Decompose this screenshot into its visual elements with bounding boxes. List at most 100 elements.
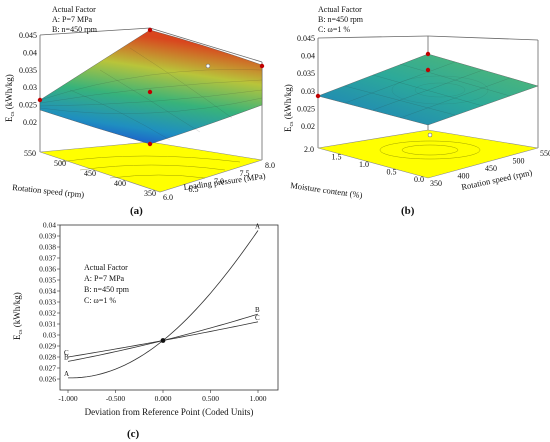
svg-text:A: P=7 MPa: A: P=7 MPa: [52, 15, 93, 24]
svg-text:A: P=7 MPa: A: P=7 MPa: [84, 274, 125, 283]
panel-c-x-ticks: -1.000 -0.500 0.000 0.500 1.000: [58, 390, 267, 403]
panel-c-y-tick-label: 0.032: [39, 309, 56, 318]
panel-a-z-tick-label: 0.02: [23, 118, 37, 127]
svg-text:B: n=450 rpm: B: n=450 rpm: [84, 285, 130, 294]
panel-c-y-tick-label: 0.028: [39, 353, 56, 362]
panel-a-open-point: [205, 63, 211, 69]
panel-c-series-C-start-label: C: [64, 349, 69, 357]
panel-b-z-tick-label: 0.04: [301, 52, 315, 61]
panel-c-reference-point: [160, 338, 166, 343]
panel-b-z-tick-label: 0.025: [297, 104, 315, 113]
panel-b-rotation-tick-label: 350: [430, 179, 442, 188]
panel-a-z-tick-label: 0.035: [19, 66, 37, 75]
panel-b-rotation-tick-label: 550: [540, 149, 550, 158]
panel-b-z-tick-label: 0.035: [297, 69, 315, 78]
panel-b-surface: [317, 53, 539, 126]
panel-c-y-ticks: 0.026 0.027 0.028 0.029 0.03 0.031 0.032 0.033 0…: [39, 221, 60, 384]
panel-b-moisture-tick-label: 1.5: [332, 153, 342, 162]
panel-c-x-tick-label: -0.500: [106, 394, 126, 403]
panel-a: 0.045 0.04 0.035 0.03 0.025 0.02 550 500 450 400…: [4, 5, 275, 217]
panel-c-y-tick-label: 0.038: [39, 243, 56, 252]
panel-b-open-point: [427, 132, 433, 138]
panel-b-rotation-tick-label: 450: [485, 164, 497, 173]
panel-a-z-axis-title: Ecs (kWh/kg): [4, 74, 16, 122]
panel-b-rotation-tick-label: 500: [513, 157, 525, 166]
panel-b-actual-factor: Actual Factor B: n=450 rpm C: ω=1 %: [318, 5, 364, 34]
panel-c-series-B-end-label: B: [255, 306, 260, 314]
svg-text:C: ω=1 %: C: ω=1 %: [84, 296, 116, 305]
svg-text:B: n=450 rpm: B: n=450 rpm: [318, 15, 364, 24]
panel-b-rotation-ticks: 350 400 450 500 550: [430, 149, 550, 188]
panel-b-floor-contours: [379, 140, 481, 160]
panel-b: 0.045 0.04 0.035 0.03 0.025 0.02 2.0 1.5 1.0 0.5…: [283, 5, 550, 217]
svg-text:Actual Factor: Actual Factor: [318, 5, 362, 14]
panel-a-pressure-tick-label: 6.0: [163, 193, 173, 202]
panel-a-floor-contours: [59, 155, 241, 179]
svg-text:B: n=450 rpm: B: n=450 rpm: [52, 25, 98, 34]
svg-text:Actual Factor: Actual Factor: [52, 5, 96, 14]
panel-b-label: (b): [401, 205, 415, 217]
panel-c-series-B-line: [67, 313, 259, 362]
panel-a-rotation-tick-label: 500: [54, 159, 66, 168]
panel-c-x-tick-label: -1.000: [58, 394, 78, 403]
panel-b-moisture-tick-label: 0.0: [414, 175, 424, 184]
panel-c-label: (c): [127, 428, 140, 440]
panel-c-y-tick-label: 0.04: [43, 221, 56, 230]
panel-a-z-tick-label: 0.025: [19, 101, 37, 110]
panel-b-moisture-tick-label: 2.0: [304, 145, 314, 154]
panel-c-y-tick-label: 0.026: [39, 375, 56, 384]
panel-a-rotation-tick-label: 450: [84, 169, 96, 178]
panel-a-pressure-tick-label: 7.0: [214, 177, 224, 186]
panel-b-z-axis-title: Ecs (kWh/kg): [283, 84, 295, 132]
panel-c-y-tick-label: 0.027: [39, 364, 56, 373]
panel-c-y-tick-label: 0.036: [39, 265, 56, 274]
panel-a-rotation-tick-label: 400: [114, 179, 126, 188]
panel-c-actual-factor: Actual Factor A: P=7 MPa B: n=450 rpm C:…: [84, 263, 130, 305]
panel-b-z-tick-label: 0.03: [301, 87, 315, 96]
panel-c-x-tick-label: 0.000: [155, 394, 172, 403]
panel-a-pressure-tick-label: 7.5: [240, 169, 250, 178]
panel-c-y-tick-label: 0.034: [39, 287, 56, 296]
panel-c-y-tick-label: 0.037: [39, 254, 56, 263]
panel-b-moisture-tick-label: 0.5: [387, 168, 397, 177]
svg-text:C: ω=1 %: C: ω=1 %: [318, 25, 350, 34]
panel-b-rotation-tick-label: 400: [458, 172, 470, 181]
panel-a-actual-factor: Actual Factor A: P=7 MPa B: n=450 rpm: [52, 5, 98, 34]
panel-b-floor: [317, 129, 539, 179]
panel-b-moisture-tick-label: 1.0: [359, 160, 369, 169]
panel-c-y-tick-label: 0.031: [39, 320, 56, 329]
panel-a-rotation-tick-label: 350: [144, 189, 156, 198]
panel-a-pressure-tick-label: 8.0: [265, 161, 275, 170]
panel-c-series-A-start-label: A: [64, 370, 69, 378]
panel-c-y-tick-label: 0.033: [39, 298, 56, 307]
panel-a-z-ticks: 0.045 0.04 0.035 0.03 0.025 0.02: [19, 31, 37, 127]
panel-a-rotation-axis-title: Rotation speed (rpm): [12, 182, 85, 200]
panel-c-series-C-end-label: C: [255, 314, 260, 322]
panel-c-y-tick-label: 0.035: [39, 276, 56, 285]
panel-c-series-A-end-label: A: [255, 223, 260, 231]
panel-b-z-tick-label: 0.02: [301, 122, 315, 131]
panel-c: 0.026 0.027 0.028 0.029 0.03 0.031 0.032 0.033 0…: [12, 221, 279, 440]
panel-a-mesh: [39, 47, 263, 141]
panel-a-floor: [39, 141, 263, 193]
panel-c-x-tick-label: 1.000: [250, 394, 267, 403]
panel-b-mesh: [344, 61, 511, 119]
panel-c-plot-frame: [59, 224, 279, 391]
panel-a-design-points: [37, 27, 265, 147]
panel-a-z-tick-label: 0.045: [19, 31, 37, 40]
panel-b-z-tick-label: 0.045: [297, 34, 315, 43]
panel-a-label: (a): [130, 205, 143, 217]
panel-a-rotation-ticks: 550 500 450 400 350: [24, 149, 156, 198]
panel-a-z-tick-label: 0.03: [23, 83, 37, 92]
panel-c-y-axis-title: Ecs (kWh/kg): [12, 292, 24, 340]
panel-b-moisture-axis-title: Moisture content (%): [290, 180, 364, 200]
panel-b-z-ticks: 0.045 0.04 0.035 0.03 0.025 0.02: [297, 34, 315, 131]
panel-b-moisture-ticks: 2.0 1.5 1.0 0.5 0.0: [304, 145, 424, 184]
panel-a-z-tick-label: 0.04: [23, 48, 37, 57]
panel-a-rotation-tick-label: 550: [24, 149, 36, 158]
panel-c-y-tick-label: 0.039: [39, 232, 56, 241]
panel-a-pressure-tick-label: 6.5: [189, 185, 199, 194]
panel-c-y-tick-label: 0.03: [43, 331, 56, 340]
panel-b-design-points: [315, 51, 431, 99]
